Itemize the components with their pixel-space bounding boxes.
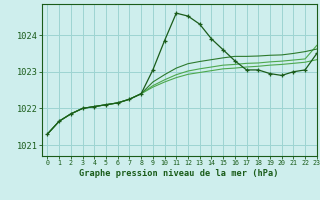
X-axis label: Graphe pression niveau de la mer (hPa): Graphe pression niveau de la mer (hPa): [79, 169, 279, 178]
